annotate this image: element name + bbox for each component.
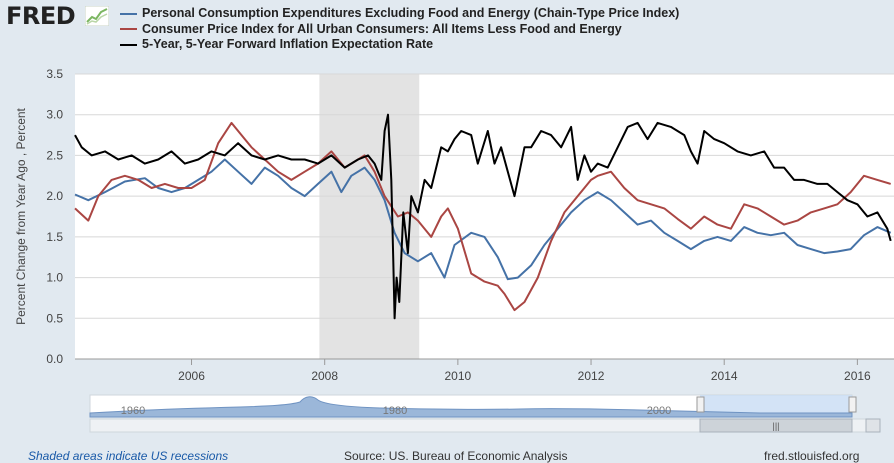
- y-tick-label: 3.5: [46, 67, 63, 81]
- line-chart-icon: [85, 6, 109, 26]
- navigator[interactable]: 1960 1980 2000 |||: [89, 394, 881, 433]
- fred-logo[interactable]: FRED: [6, 2, 76, 30]
- legend-item-cpi[interactable]: Consumer Price Index for All Urban Consu…: [120, 22, 679, 38]
- navigator-label: 1960: [121, 405, 145, 417]
- series-line-cpi: [74, 121, 891, 312]
- scrollbar-right-arrow: [865, 418, 881, 433]
- x-tick-label: 2006: [178, 369, 205, 383]
- y-tick-label: 0.0: [46, 352, 63, 366]
- y-axis-label: Percent Change from Year Ago , Percent: [14, 107, 28, 324]
- plot-area: 0.0 0.5 1.0 1.5 2.0 2.5 3.0 3.5 2006 2008 2010 2012…: [14, 67, 894, 383]
- y-tick-label: 2.0: [46, 189, 63, 203]
- legend-label-pce: Personal Consumption Expenditures Exclud…: [142, 6, 680, 20]
- legend-swatch-cpi: [120, 28, 137, 31]
- site-url[interactable]: fred.stlouisfed.org: [764, 449, 860, 463]
- y-tick-label: 1.0: [46, 271, 63, 285]
- navigator-handle-left: [696, 396, 705, 413]
- x-tick-label: 2014: [711, 369, 738, 383]
- scrollbar-thumb: [699, 418, 853, 433]
- plot-background: [75, 74, 894, 359]
- series-line-pce: [74, 158, 892, 281]
- y-tick-label: 3.0: [46, 108, 63, 122]
- legend-label-cpi: Consumer Price Index for All Urban Consu…: [142, 21, 622, 36]
- y-tick-label: 0.5: [46, 311, 63, 325]
- legend-swatch-pce: [120, 12, 137, 15]
- navigator-label: 2000: [647, 405, 671, 417]
- navigator-selection: [700, 395, 852, 417]
- legend-label-breakeven: 5-Year, 5-Year Forward Inflation Expecta…: [142, 37, 434, 51]
- legend: Personal Consumption Expenditures Exclud…: [120, 6, 679, 53]
- navigator-label: 1980: [383, 405, 407, 417]
- x-tick-label: 2012: [578, 369, 605, 383]
- x-tick-label: 2010: [445, 369, 472, 383]
- y-tick-label: 1.5: [46, 230, 63, 244]
- x-tick-label: 2016: [844, 369, 871, 383]
- legend-item-pce[interactable]: Personal Consumption Expenditures Exclud…: [120, 6, 679, 22]
- navigator-series-area: [89, 396, 853, 418]
- source-text: Source: US. Bureau of Economic Analysis: [344, 449, 568, 463]
- scrollbar-grip: |||: [772, 421, 779, 431]
- recession-note: Shaded areas indicate US recessions: [28, 449, 229, 463]
- series-line-breakeven: [74, 113, 892, 320]
- navigator-handle-right: [848, 396, 857, 413]
- x-tick-label: 2008: [311, 369, 338, 383]
- y-tick-label: 2.5: [46, 148, 63, 162]
- legend-item-breakeven[interactable]: 5-Year, 5-Year Forward Inflation Expecta…: [120, 37, 679, 53]
- legend-swatch-breakeven: [120, 43, 137, 46]
